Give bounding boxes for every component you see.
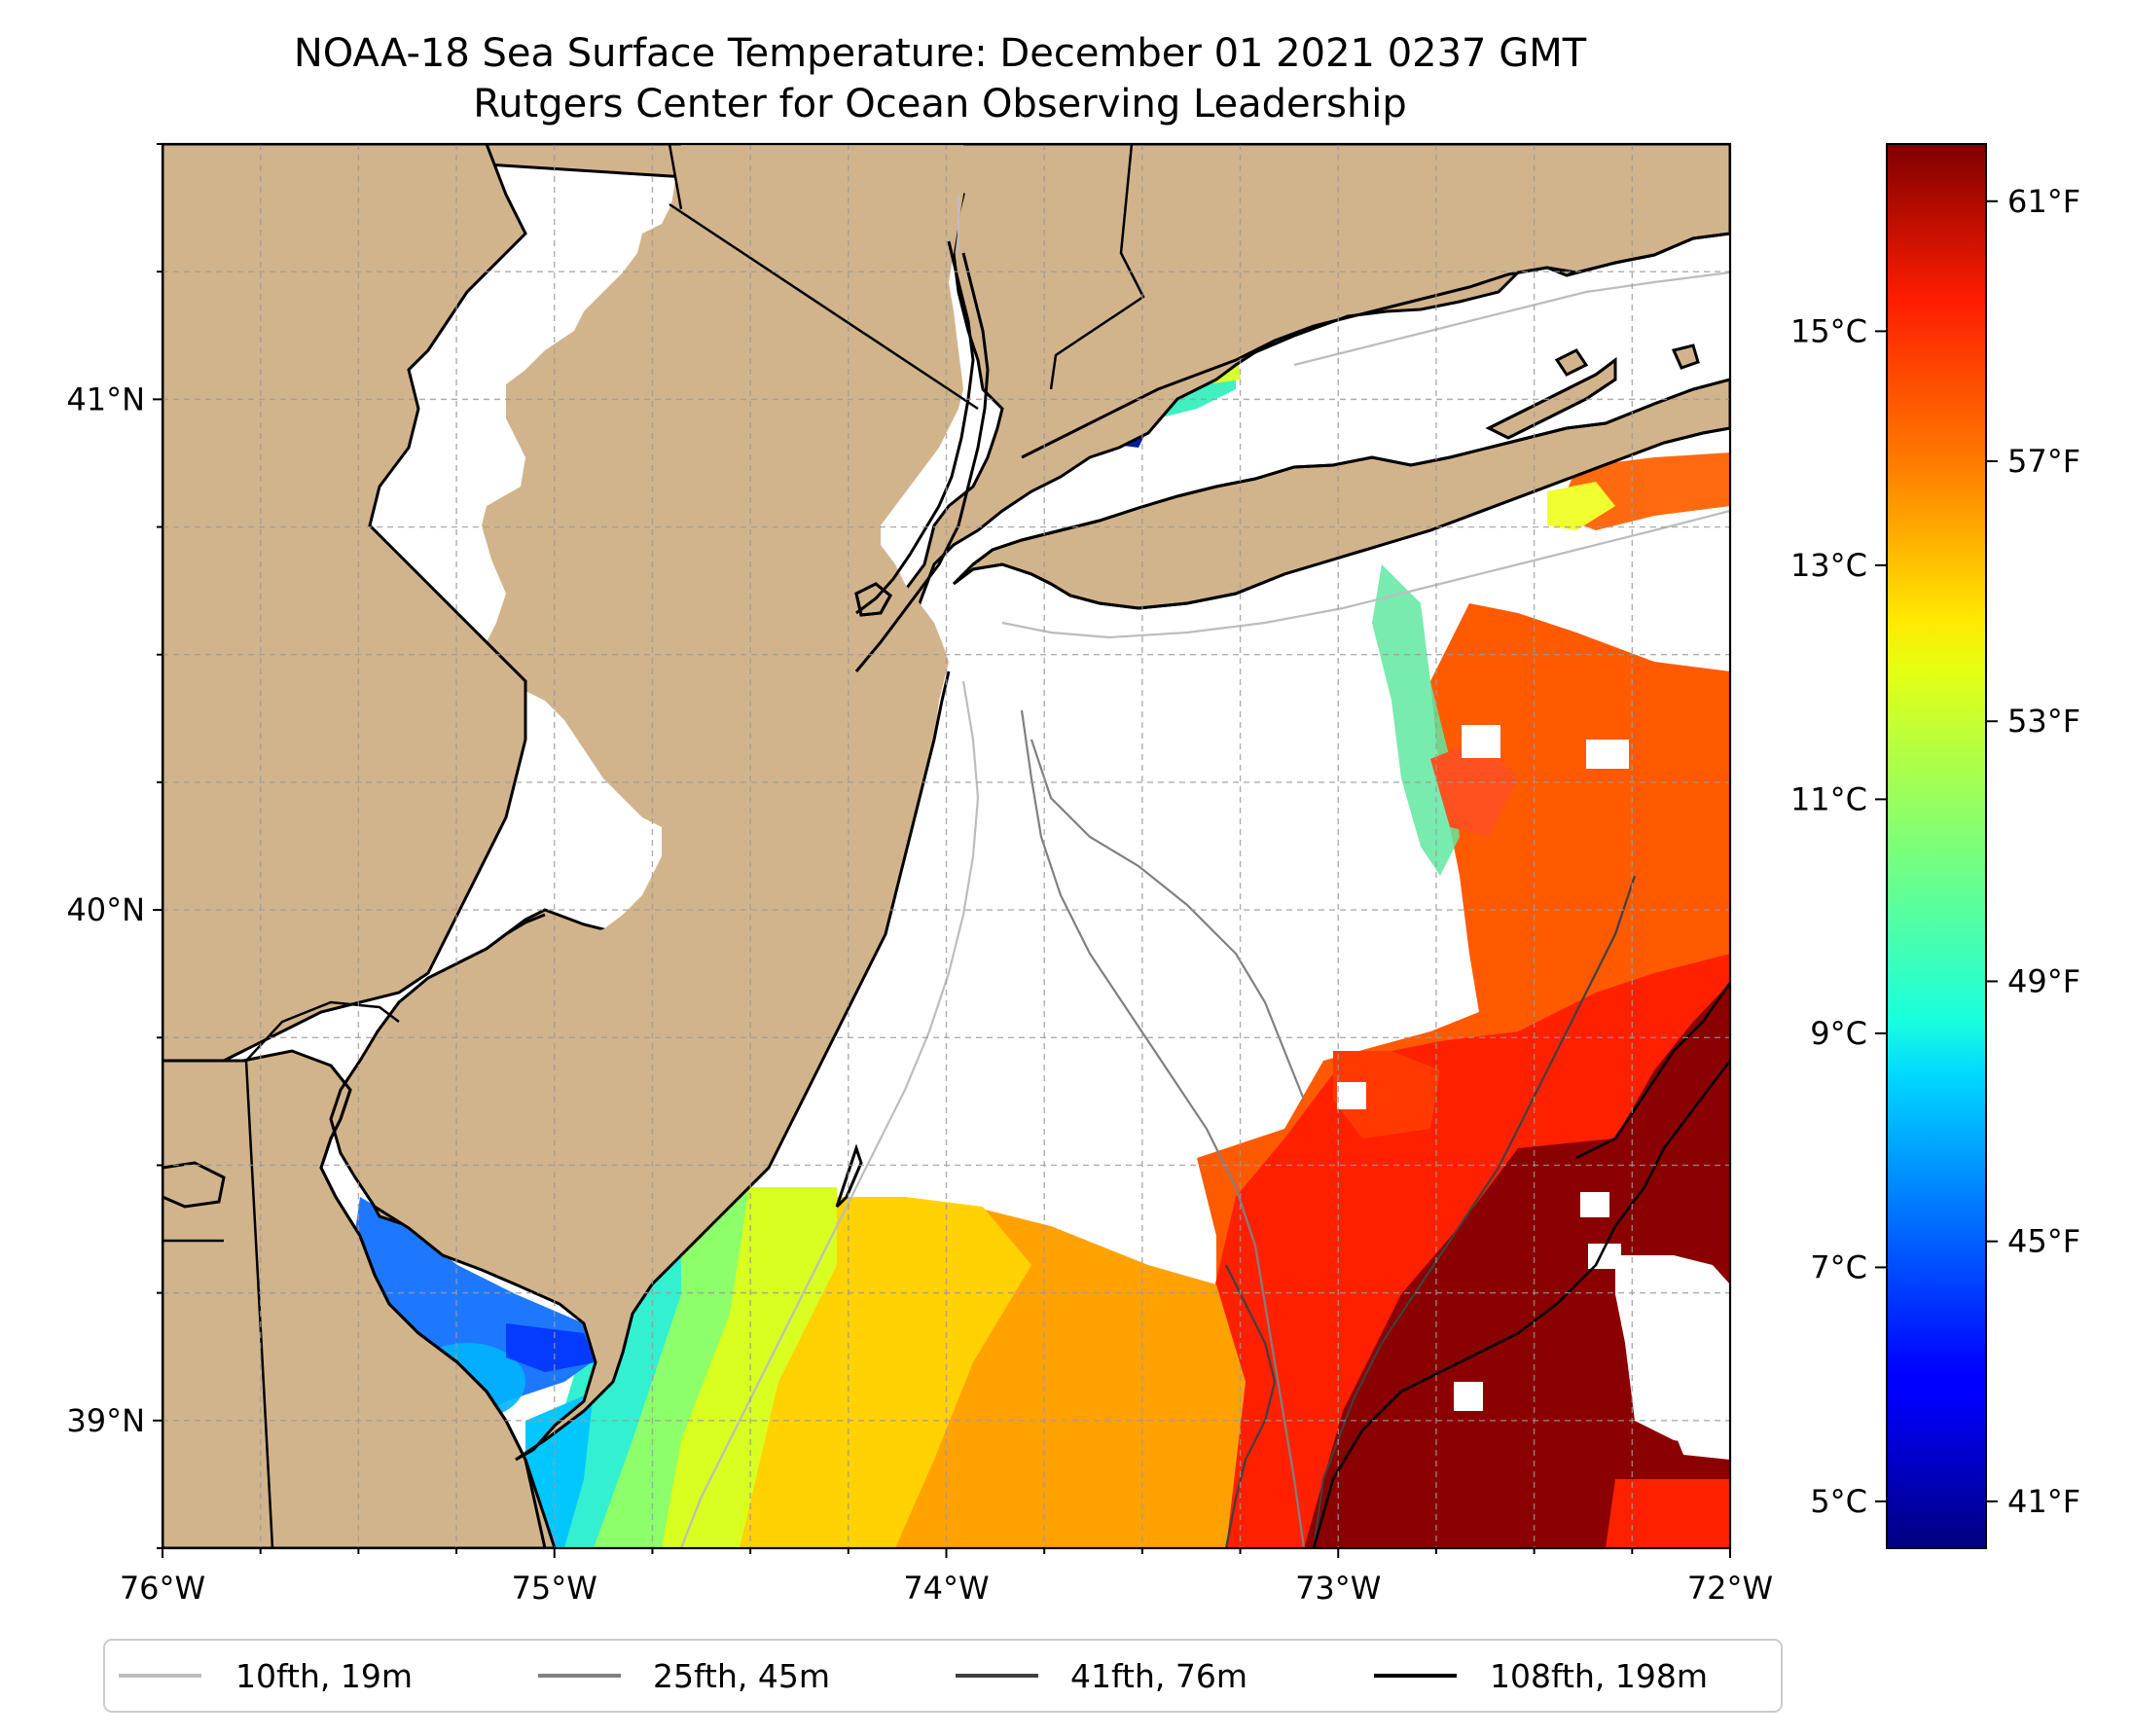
land-pennsylvania	[163, 144, 527, 1072]
lat-tick-label: 39°N	[66, 1402, 145, 1439]
isobath-10fth-ct	[1293, 271, 1730, 367]
gridlines	[163, 144, 1730, 1548]
border-pa-ny	[668, 144, 683, 210]
isobaths	[679, 195, 1730, 1548]
legend-label: 108fth, 198m	[1490, 1657, 1708, 1695]
land-delaware-peninsula	[163, 1161, 226, 1209]
state-borders	[163, 144, 1145, 1548]
cloud-hole	[1580, 1192, 1609, 1217]
legend-entry: 108fth, 198m	[1374, 1657, 1708, 1695]
isobath-10fth	[679, 195, 980, 1548]
map-axes: 76°W 75°W 74°W 73°W 72°W 41°N 40°N 39°N	[66, 143, 1773, 1607]
sst-hudson-transition-red	[1430, 740, 1518, 837]
sst-delaware-bay-deep	[506, 1323, 596, 1372]
sst-red-central	[1333, 1051, 1440, 1139]
legend-entry: 41fth, 76m	[956, 1657, 1247, 1695]
legend-entry: 10fth, 19m	[119, 1657, 413, 1695]
coastline-delaware-bay-de	[319, 1065, 547, 1548]
isobath-108fth	[1312, 1060, 1730, 1548]
celsius-tick-label: 5°C	[1810, 1483, 1867, 1520]
isobath-25fth	[1020, 709, 1306, 1548]
isobath-41fth	[1224, 1264, 1277, 1548]
coastline-nj-atlantic	[515, 670, 951, 1462]
cloud-hole	[1674, 1430, 1730, 1460]
sst-li-yellow-patch	[1547, 482, 1615, 530]
land-shelter-island	[1554, 348, 1589, 377]
lat-tick-label: 40°N	[66, 891, 145, 928]
lon-tick-label: 76°W	[120, 1570, 205, 1607]
fahrenheit-tick-label: 61°F	[2007, 183, 2080, 220]
coastline-north-fork	[1485, 357, 1617, 440]
colorbar-ticks: 5°C 7°C 9°C 11°C 13°C 15°C 41°F 45°F 49°F 53°F 57°…	[1790, 183, 2080, 1520]
lat-tick-label: 41°N	[66, 380, 145, 417]
coastline-connecticut	[1021, 232, 1730, 459]
coastline-hudson-west	[855, 240, 975, 615]
border-ny-nj	[669, 202, 979, 411]
cloud-hole	[1615, 1255, 1730, 1450]
celsius-tick-label: 15°C	[1790, 312, 1867, 349]
border-de-arc	[245, 1000, 400, 1062]
legend-entry: 25fth, 45m	[538, 1657, 830, 1695]
lon-tick-label: 72°W	[1687, 1570, 1773, 1607]
celsius-tick-label: 7°C	[1810, 1248, 1867, 1285]
celsius-tick-label: 9°C	[1810, 1015, 1867, 1052]
legend: 10fth, 19m 25fth, 45m 41fth, 76m 108fth,…	[103, 1639, 1783, 1713]
legend-box	[103, 1639, 1783, 1713]
fahrenheit-tick-label: 45°F	[2007, 1223, 2080, 1260]
isobath-41fth-east	[1312, 875, 1637, 1548]
legend-label: 25fth, 45m	[653, 1657, 830, 1695]
coastline-delaware-bay-nj	[329, 913, 597, 1462]
coastline-hudson	[854, 252, 990, 672]
isobath-25fth-shelf	[1030, 739, 1306, 1101]
title-line-1: NOAA-18 Sea Surface Temperature: Decembe…	[294, 31, 1587, 76]
coastline-staten-island	[854, 582, 892, 617]
cloud-hole	[1454, 1382, 1483, 1411]
land-new-jersey	[163, 144, 963, 1460]
legend-label: 41fth, 76m	[1070, 1657, 1247, 1695]
fahrenheit-tick-label: 53°F	[2007, 703, 2080, 740]
fahrenheit-tick-label: 41°F	[2007, 1483, 2080, 1520]
fahrenheit-tick-label: 49°F	[2007, 962, 2080, 999]
coastline-long-island-south	[972, 426, 1730, 610]
isobath-108fth-upper	[1575, 982, 1730, 1160]
legend-label: 10fth, 19m	[235, 1657, 413, 1695]
coastlines	[319, 232, 1730, 1548]
colorbar-ramp	[1886, 143, 1987, 1549]
border-ny-ct	[1049, 144, 1145, 390]
map-area	[163, 144, 1730, 1548]
sst-hudson-transition	[1372, 564, 1460, 876]
cloud-hole	[1462, 725, 1500, 758]
lon-tick-label: 73°W	[1295, 1570, 1381, 1607]
fahrenheit-tick-label: 57°F	[2007, 443, 2080, 480]
title-line-2: Rutgers Center for Ocean Observing Leade…	[473, 82, 1407, 127]
colorbar: 5°C 7°C 9°C 11°C 13°C 15°C 41°F 45°F 49°F 53°F 57°…	[1790, 143, 2080, 1549]
celsius-tick-label: 11°C	[1790, 780, 1867, 817]
sst-chartreuse-band	[642, 1187, 837, 1548]
celsius-tick-label: 13°C	[1790, 547, 1867, 584]
land-gardiners-island	[1671, 344, 1700, 370]
isobath-10fth-li	[1001, 509, 1730, 639]
lon-tick-label: 75°W	[512, 1570, 597, 1607]
cloud-hole	[1337, 1082, 1366, 1109]
lon-tick-label: 74°W	[903, 1570, 989, 1607]
cloud-hole	[1586, 740, 1629, 769]
